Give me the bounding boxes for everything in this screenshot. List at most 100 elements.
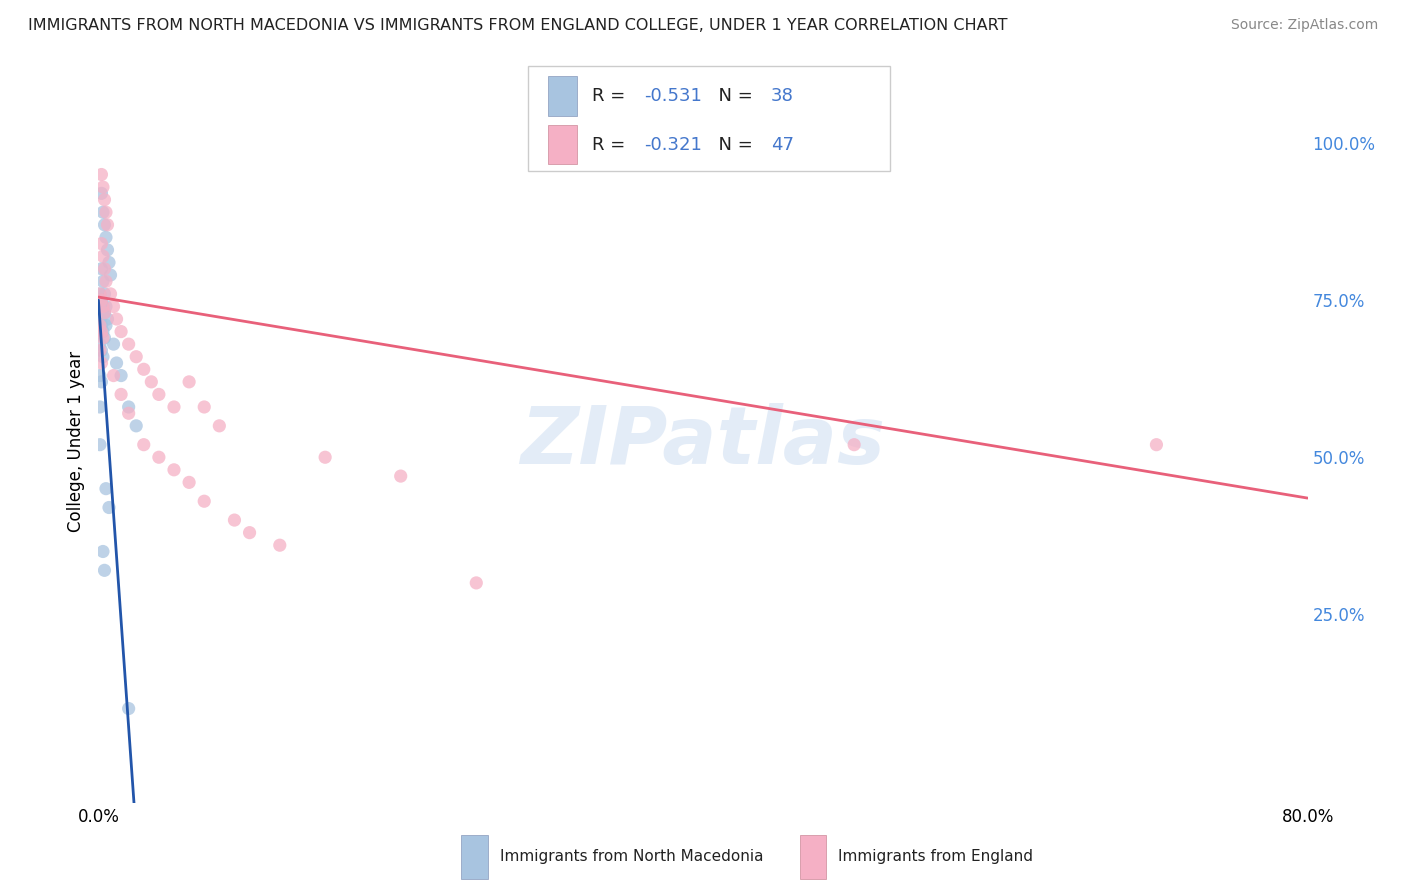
Point xyxy=(93,331,115,345)
Point xyxy=(100,268,122,282)
Text: -0.531: -0.531 xyxy=(644,87,702,104)
Point xyxy=(90,168,112,182)
Point xyxy=(465,575,488,590)
Point xyxy=(89,343,111,358)
Text: 38: 38 xyxy=(770,87,793,104)
Text: -0.321: -0.321 xyxy=(644,136,702,153)
Point xyxy=(90,375,112,389)
Bar xyxy=(461,835,488,879)
Point xyxy=(89,286,111,301)
Point xyxy=(89,337,111,351)
Point xyxy=(163,463,186,477)
Point xyxy=(193,400,215,414)
Point xyxy=(110,368,132,383)
Point xyxy=(208,418,231,433)
Point xyxy=(93,286,115,301)
Point xyxy=(89,368,111,383)
Point xyxy=(105,312,128,326)
Text: N =: N = xyxy=(707,87,758,104)
Point xyxy=(110,387,132,401)
Point xyxy=(91,325,114,339)
Bar xyxy=(548,76,578,116)
Point xyxy=(125,418,148,433)
Point xyxy=(269,538,291,552)
Point xyxy=(96,312,118,326)
Point xyxy=(118,400,141,414)
Point xyxy=(844,438,866,452)
Point xyxy=(100,286,122,301)
Point xyxy=(105,356,128,370)
Point xyxy=(98,255,121,269)
Text: Immigrants from England: Immigrants from England xyxy=(838,849,1033,864)
FancyBboxPatch shape xyxy=(527,66,890,170)
Point xyxy=(91,249,114,263)
Point xyxy=(90,261,112,276)
Point xyxy=(193,494,215,508)
Point xyxy=(96,243,118,257)
Point xyxy=(125,350,148,364)
Point xyxy=(91,274,114,288)
Text: Immigrants from North Macedonia: Immigrants from North Macedonia xyxy=(501,849,763,864)
Point xyxy=(94,300,117,314)
Point xyxy=(98,500,121,515)
Point xyxy=(90,325,112,339)
Point xyxy=(103,300,125,314)
Point xyxy=(93,261,115,276)
Point xyxy=(89,286,111,301)
Point xyxy=(389,469,412,483)
Point xyxy=(90,343,112,358)
Point xyxy=(163,400,186,414)
Point xyxy=(91,180,114,194)
Point xyxy=(89,312,111,326)
Point xyxy=(93,306,115,320)
Bar xyxy=(548,125,578,164)
Point xyxy=(239,525,262,540)
Point xyxy=(91,205,114,219)
Point xyxy=(148,450,170,465)
Point xyxy=(89,318,111,333)
Y-axis label: College, Under 1 year: College, Under 1 year xyxy=(66,351,84,533)
Text: IMMIGRANTS FROM NORTH MACEDONIA VS IMMIGRANTS FROM ENGLAND COLLEGE, UNDER 1 YEAR: IMMIGRANTS FROM NORTH MACEDONIA VS IMMIG… xyxy=(28,18,1008,33)
Point xyxy=(118,337,141,351)
Text: R =: R = xyxy=(592,87,631,104)
Point xyxy=(90,293,112,308)
Point xyxy=(93,193,115,207)
Point xyxy=(1144,438,1167,452)
Text: Source: ZipAtlas.com: Source: ZipAtlas.com xyxy=(1230,18,1378,32)
Point xyxy=(148,387,170,401)
Point xyxy=(90,293,112,308)
Point xyxy=(96,218,118,232)
Point xyxy=(91,350,114,364)
Text: ZIPatlas: ZIPatlas xyxy=(520,402,886,481)
Point xyxy=(110,325,132,339)
Point xyxy=(89,400,111,414)
Text: 47: 47 xyxy=(770,136,794,153)
Point xyxy=(94,318,117,333)
Point xyxy=(94,482,117,496)
Text: R =: R = xyxy=(592,136,631,153)
Point xyxy=(103,368,125,383)
Point xyxy=(94,230,117,244)
Point xyxy=(90,318,112,333)
Point xyxy=(91,300,114,314)
Point xyxy=(90,236,112,251)
Point xyxy=(91,300,114,314)
Point xyxy=(91,544,114,558)
Point xyxy=(93,218,115,232)
Point xyxy=(90,186,112,201)
Point xyxy=(93,563,115,577)
Point xyxy=(132,438,155,452)
Point xyxy=(89,438,111,452)
Point xyxy=(132,362,155,376)
Point xyxy=(93,306,115,320)
Point xyxy=(94,205,117,219)
Point xyxy=(118,406,141,420)
Point xyxy=(91,331,114,345)
Text: N =: N = xyxy=(707,136,758,153)
Point xyxy=(90,356,112,370)
Point xyxy=(179,475,201,490)
Point xyxy=(141,375,163,389)
Point xyxy=(118,701,141,715)
Point xyxy=(94,274,117,288)
Bar xyxy=(800,835,827,879)
